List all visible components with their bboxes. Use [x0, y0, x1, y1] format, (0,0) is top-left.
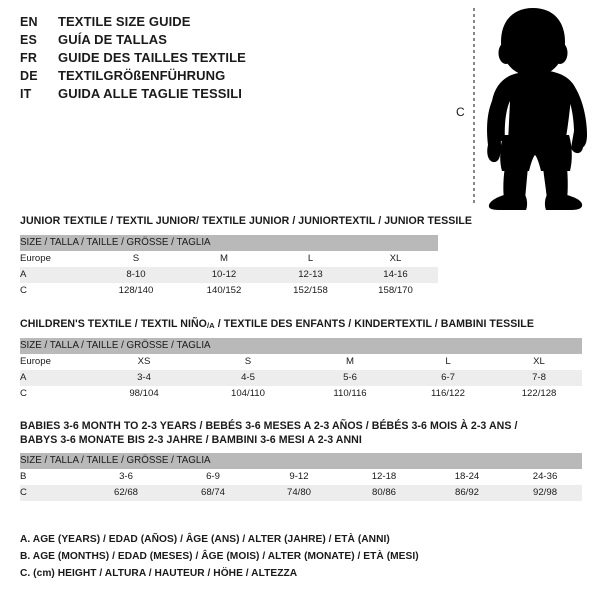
- language-row-es: ES GUÍA DE TALLAS: [20, 32, 420, 50]
- section-title-babies-line2: BABYS 3-6 MONATE BIS 2-3 JAHRE / BAMBINI…: [20, 433, 362, 446]
- legend-line-a: A. AGE (YEARS) / EDAD (AÑOS) / ÂGE (ANS)…: [20, 534, 390, 545]
- babies-c-col2: 68/74: [170, 485, 256, 501]
- junior-europe-m: M: [180, 250, 268, 267]
- toddler-silhouette-icon: [487, 8, 587, 210]
- babies-c-col3: 74/80: [256, 485, 342, 501]
- children-row-label-a: A: [20, 370, 92, 387]
- legend-block: A. AGE (YEARS) / EDAD (AÑOS) / ÂGE (ANS)…: [20, 531, 480, 582]
- junior-table-header-bar: SIZE / TALLA / TAILLE / GRÖSSE / TAGLIA: [20, 234, 439, 251]
- legend-line-b: B. AGE (MONTHS) / EDAD (MESES) / ÂGE (MO…: [20, 551, 419, 562]
- babies-c-col1: 62/68: [82, 485, 170, 501]
- table-row: B 3-6 6-9 9-12 12-18 18-24 24-36: [20, 469, 583, 485]
- babies-b-col6: 24-36: [508, 469, 583, 485]
- language-title-block: EN TEXTILE SIZE GUIDE ES GUÍA DE TALLAS …: [20, 14, 420, 104]
- children-table-header-bar: SIZE / TALLA / TAILLE / GRÖSSE / TAGLIA: [20, 338, 583, 355]
- children-c-l: 116/122: [400, 386, 496, 403]
- section-title-junior: JUNIOR TEXTILE / TEXTIL JUNIOR/ TEXTILE …: [20, 215, 473, 227]
- children-a-m: 5-6: [300, 370, 400, 387]
- junior-a-s: 8-10: [92, 266, 180, 283]
- guide-title-it: GUIDA ALLE TAGLIE TESSILI: [58, 86, 243, 101]
- children-c-m: 110/116: [300, 386, 400, 403]
- section-title-children-post: / TEXTILE DES ENFANTS / KINDERTEXTIL / B…: [214, 318, 534, 330]
- babies-size-bar-label: SIZE / TALLA / TAILLE / GRÖSSE / TAGLIA: [20, 453, 583, 469]
- table-row: C 98/104 104/110 110/116 116/122 122/128: [20, 386, 583, 403]
- junior-c-l: 152/158: [268, 282, 353, 299]
- children-c-xl: 122/128: [496, 386, 583, 403]
- table-row: Europe XS S M L XL: [20, 354, 583, 371]
- babies-b-col1: 3-6: [82, 469, 170, 485]
- children-europe-l: L: [400, 354, 496, 371]
- children-row-label-c: C: [20, 386, 92, 403]
- junior-c-s: 128/140: [92, 282, 180, 299]
- children-size-table: SIZE / TALLA / TAILLE / GRÖSSE / TAGLIA …: [20, 338, 583, 403]
- children-row-label-europe: Europe: [20, 354, 92, 371]
- table-row: A 8-10 10-12 12-13 14-16: [20, 266, 439, 283]
- guide-title-fr: GUIDE DES TAILLES TEXTILE: [58, 50, 246, 65]
- junior-size-bar-label: SIZE / TALLA / TAILLE / GRÖSSE / TAGLIA: [20, 234, 439, 251]
- babies-size-table: SIZE / TALLA / TAILLE / GRÖSSE / TAGLIA …: [20, 453, 583, 501]
- children-a-l: 6-7: [400, 370, 496, 387]
- height-measure-dashed-line: [473, 8, 475, 205]
- section-babies-textile: BABIES 3-6 MONTH TO 2-3 YEARS / BEBÉS 3-…: [20, 420, 583, 501]
- babies-b-col3: 9-12: [256, 469, 342, 485]
- babies-c-col4: 80/86: [342, 485, 426, 501]
- legend-line-c: C. (cm) HEIGHT / ALTURA / HAUTEUR / HÖHE…: [20, 568, 298, 579]
- babies-c-col5: 86/92: [426, 485, 508, 501]
- junior-c-m: 140/152: [180, 282, 268, 299]
- guide-title-de: TEXTILGRÖßENFÜHRUNG: [58, 68, 226, 83]
- children-europe-xl: XL: [496, 354, 583, 371]
- junior-a-m: 10-12: [180, 266, 268, 283]
- junior-size-table: SIZE / TALLA / TAILLE / GRÖSSE / TAGLIA …: [20, 234, 439, 299]
- junior-row-label-c: C: [20, 282, 92, 299]
- children-c-s: 104/110: [196, 386, 300, 403]
- children-europe-m: M: [300, 354, 400, 371]
- language-row-de: DE TEXTILGRÖßENFÜHRUNG: [20, 68, 420, 86]
- junior-a-xl: 14-16: [353, 266, 439, 283]
- babies-row-label-b: B: [20, 469, 82, 485]
- measure-label-c: C: [456, 105, 465, 119]
- section-title-children-sub: /A: [206, 320, 215, 330]
- junior-europe-xl: XL: [353, 250, 439, 267]
- babies-table-header-bar: SIZE / TALLA / TAILLE / GRÖSSE / TAGLIA: [20, 453, 583, 469]
- babies-b-col2: 6-9: [170, 469, 256, 485]
- language-code-de: DE: [20, 69, 38, 83]
- section-title-babies-line1: BABIES 3-6 MONTH TO 2-3 YEARS / BEBÉS 3-…: [20, 420, 518, 432]
- junior-europe-s: S: [92, 250, 180, 267]
- language-code-es: ES: [20, 33, 38, 47]
- children-a-xl: 7-8: [496, 370, 583, 387]
- height-measure-figure: C: [445, 0, 600, 215]
- table-row: Europe S M L XL: [20, 250, 439, 267]
- babies-b-col5: 18-24: [426, 469, 508, 485]
- babies-c-col6: 92/98: [508, 485, 583, 501]
- junior-c-xl: 158/170: [353, 282, 439, 299]
- children-europe-s: S: [196, 354, 300, 371]
- language-code-fr: FR: [20, 51, 38, 65]
- children-c-xs: 98/104: [92, 386, 196, 403]
- junior-row-label-a: A: [20, 266, 92, 283]
- children-size-bar-label: SIZE / TALLA / TAILLE / GRÖSSE / TAGLIA: [20, 338, 583, 355]
- table-row: C 128/140 140/152 152/158 158/170: [20, 282, 439, 299]
- language-row-en: EN TEXTILE SIZE GUIDE: [20, 14, 420, 32]
- language-row-it: IT GUIDA ALLE TAGLIE TESSILI: [20, 86, 420, 104]
- guide-title-en: TEXTILE SIZE GUIDE: [58, 14, 191, 29]
- children-a-xs: 3-4: [92, 370, 196, 387]
- children-europe-xs: XS: [92, 354, 196, 371]
- section-title-children: CHILDREN'S TEXTILE / TEXTIL NIÑO/A / TEX…: [20, 318, 582, 332]
- section-title-children-pre: CHILDREN'S TEXTILE / TEXTIL NIÑO: [20, 318, 207, 330]
- section-childrens-textile: CHILDREN'S TEXTILE / TEXTIL NIÑO/A / TEX…: [20, 318, 583, 403]
- language-code-it: IT: [20, 87, 32, 101]
- table-row: C 62/68 68/74 74/80 80/86 86/92 92/98: [20, 485, 583, 501]
- guide-title-es: GUÍA DE TALLAS: [58, 32, 168, 47]
- babies-b-col4: 12-18: [342, 469, 426, 485]
- children-a-s: 4-5: [196, 370, 300, 387]
- junior-europe-l: L: [268, 250, 353, 267]
- table-row: A 3-4 4-5 5-6 6-7 7-8: [20, 370, 583, 387]
- junior-a-l: 12-13: [268, 266, 353, 283]
- section-junior-textile: JUNIOR TEXTILE / TEXTIL JUNIOR/ TEXTILE …: [20, 215, 473, 299]
- language-row-fr: FR GUIDE DES TAILLES TEXTILE: [20, 50, 420, 68]
- language-code-en: EN: [20, 15, 38, 29]
- junior-row-label-europe: Europe: [20, 250, 92, 267]
- babies-row-label-c: C: [20, 485, 82, 501]
